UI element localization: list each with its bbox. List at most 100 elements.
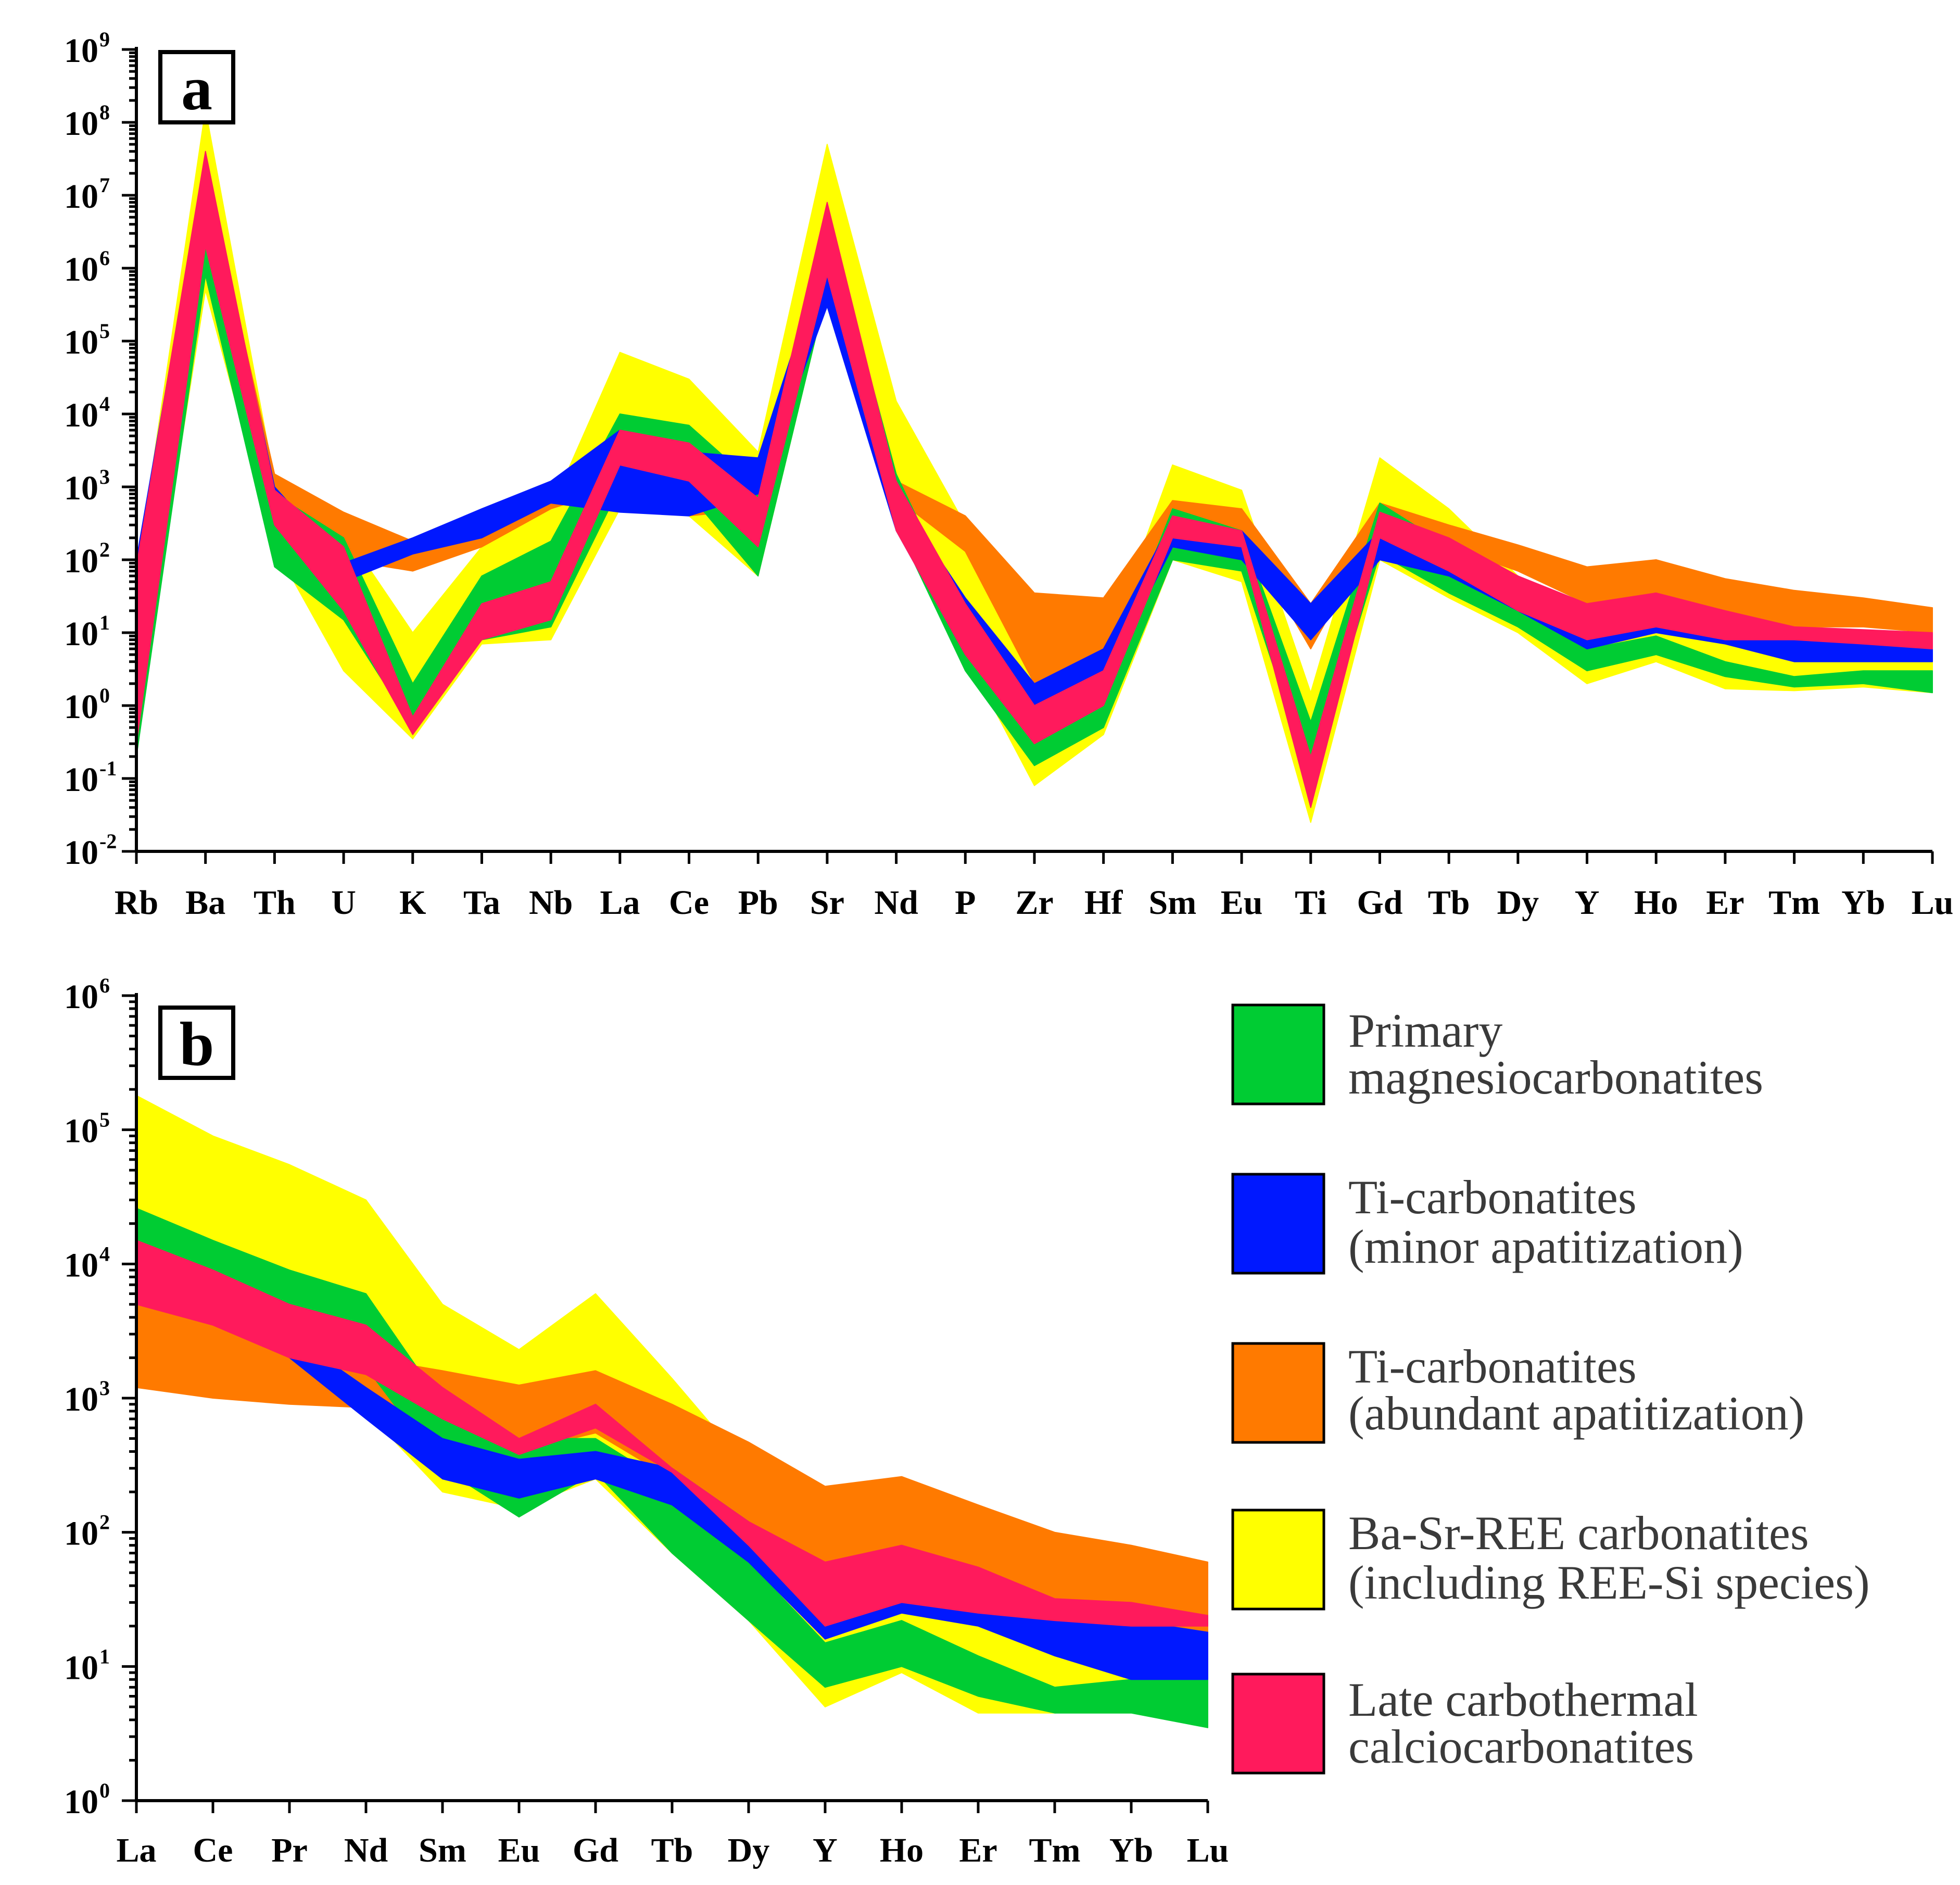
x-tick-label: Ho <box>1634 884 1678 922</box>
x-tick-label: Lu <box>1912 884 1954 922</box>
y-tick-label: 10 <box>64 1246 98 1284</box>
x-tick-label: Pr <box>271 1831 308 1869</box>
y-tick-label: 10 <box>64 978 98 1016</box>
y-tick-exponent: 1 <box>99 1644 110 1668</box>
x-tick-label: Y <box>813 1831 838 1869</box>
legend: Primary magnesiocarbonatites Ti-carbonat… <box>1231 1003 1870 1775</box>
legend-item: Primary magnesiocarbonatites <box>1231 1003 1763 1105</box>
x-tick-label: Ti <box>1295 884 1326 922</box>
y-tick-label: 10 <box>64 1112 98 1150</box>
y-tick-exponent: 8 <box>99 100 110 124</box>
x-tick-label: K <box>399 884 426 922</box>
x-tick-label: Yb <box>1841 884 1885 922</box>
legend-label-line2: calciocarbonatites <box>1348 1720 1694 1773</box>
x-tick-label: Gd <box>1357 884 1402 922</box>
y-tick-label: 10 <box>64 615 98 653</box>
x-tick-label: Tb <box>651 1831 693 1869</box>
y-tick-exponent: 4 <box>99 1242 110 1265</box>
x-tick-label: Eu <box>1221 884 1263 922</box>
y-tick-exponent: -2 <box>99 830 117 853</box>
x-tick-label: Dy <box>728 1831 770 1869</box>
x-tick-label: Y <box>1575 884 1600 922</box>
y-tick-label: 10 <box>64 250 98 288</box>
y-tick-exponent: 0 <box>99 1779 110 1802</box>
legend-item: Ti-carbonatites (minor apatitization) <box>1231 1171 1743 1275</box>
legend-item: Ba-Sr-REE carbonatites (including REE-Si… <box>1231 1506 1870 1611</box>
x-tick-label: Zr <box>1015 884 1053 922</box>
panel-b-label-box: b <box>158 1006 235 1080</box>
y-tick-exponent: 9 <box>99 28 110 51</box>
y-tick-label: 10 <box>64 1515 98 1553</box>
y-tick-exponent: -1 <box>99 757 117 780</box>
legend-swatch-primary <box>1231 1003 1325 1105</box>
legend-item: Ti-carbonatites (abundant apatitization) <box>1231 1340 1804 1444</box>
panel-b-areas <box>136 1095 1208 1728</box>
y-tick-label: 10 <box>64 1783 98 1821</box>
legend-label-line2: magnesiocarbonatites <box>1348 1051 1763 1104</box>
x-tick-label: Hf <box>1084 884 1123 922</box>
x-tick-label: Nb <box>529 884 573 922</box>
range-band-late-carbothermal-calciocarbonatites <box>136 150 1933 808</box>
x-tick-label: Yb <box>1109 1831 1153 1869</box>
y-tick-exponent: 2 <box>99 538 110 561</box>
legend-swatch-late-carbothermal <box>1231 1673 1325 1775</box>
x-tick-label: Gd <box>573 1831 618 1869</box>
y-tick-exponent: 1 <box>99 611 110 634</box>
x-tick-label: Dy <box>1497 884 1539 922</box>
x-tick-label: Ho <box>880 1831 924 1869</box>
y-tick-label: 10 <box>64 32 98 70</box>
y-tick-label: 10 <box>64 834 98 872</box>
x-tick-label: Rb <box>115 884 158 922</box>
x-tick-label: Nd <box>874 884 918 922</box>
y-tick-exponent: 4 <box>99 392 110 416</box>
legend-label-line1: Ti-carbonatites <box>1348 1340 1637 1393</box>
x-tick-label: La <box>116 1831 156 1869</box>
y-tick-label: 10 <box>64 1649 98 1687</box>
x-tick-label: Ba <box>185 884 225 922</box>
legend-swatch-ba-sr-ree <box>1231 1509 1325 1611</box>
x-tick-label: Tb <box>1428 884 1470 922</box>
legend-label-line1: Ba-Sr-REE carbonatites <box>1348 1506 1809 1560</box>
y-tick-exponent: 6 <box>99 974 110 997</box>
x-tick-label: Er <box>1706 884 1744 922</box>
x-tick-label: Sm <box>419 1831 466 1869</box>
y-tick-exponent: 3 <box>99 1376 110 1400</box>
legend-item: Late carbothermal calciocarbonatites <box>1231 1673 1698 1775</box>
y-tick-label: 10 <box>64 396 98 434</box>
legend-label-line1: Primary <box>1348 1004 1502 1057</box>
legend-swatch-ti-abundant <box>1231 1342 1325 1444</box>
legend-label-line2: (including REE-Si species) <box>1348 1556 1870 1609</box>
y-tick-label: 10 <box>64 1380 98 1418</box>
y-tick-label: 10 <box>64 469 98 507</box>
legend-label-line2: (minor apatitization) <box>1348 1220 1743 1273</box>
y-tick-exponent: 3 <box>99 465 110 488</box>
y-tick-exponent: 7 <box>99 173 110 197</box>
panel-b-letter: b <box>180 1009 214 1078</box>
y-tick-label: 10 <box>64 688 98 726</box>
y-tick-label: 10 <box>64 761 98 799</box>
x-tick-label: Ce <box>193 1831 233 1869</box>
y-tick-exponent: 2 <box>99 1511 110 1534</box>
x-tick-label: Tm <box>1768 884 1820 922</box>
y-tick-label: 10 <box>64 178 98 216</box>
y-tick-exponent: 6 <box>99 246 110 270</box>
x-tick-label: U <box>331 884 356 922</box>
range-band-late-carbothermal-calciocarbonatites <box>136 1240 1208 1627</box>
x-tick-label: Th <box>254 884 296 922</box>
range-band-ti-carbonatites-minor-apatitization <box>136 1240 1208 1680</box>
y-tick-label: 10 <box>64 323 98 361</box>
y-tick-exponent: 0 <box>99 684 110 707</box>
x-tick-label: La <box>600 884 640 922</box>
x-tick-label: Sr <box>810 884 844 922</box>
legend-label-line1: Ti-carbonatites <box>1348 1171 1637 1224</box>
legend-label-line1: Late carbothermal <box>1348 1673 1698 1726</box>
panel-a-letter: a <box>181 54 212 123</box>
legend-label-line2: (abundant apatitization) <box>1348 1387 1804 1440</box>
panel-a-areas <box>136 109 1933 823</box>
y-tick-label: 10 <box>64 105 98 143</box>
